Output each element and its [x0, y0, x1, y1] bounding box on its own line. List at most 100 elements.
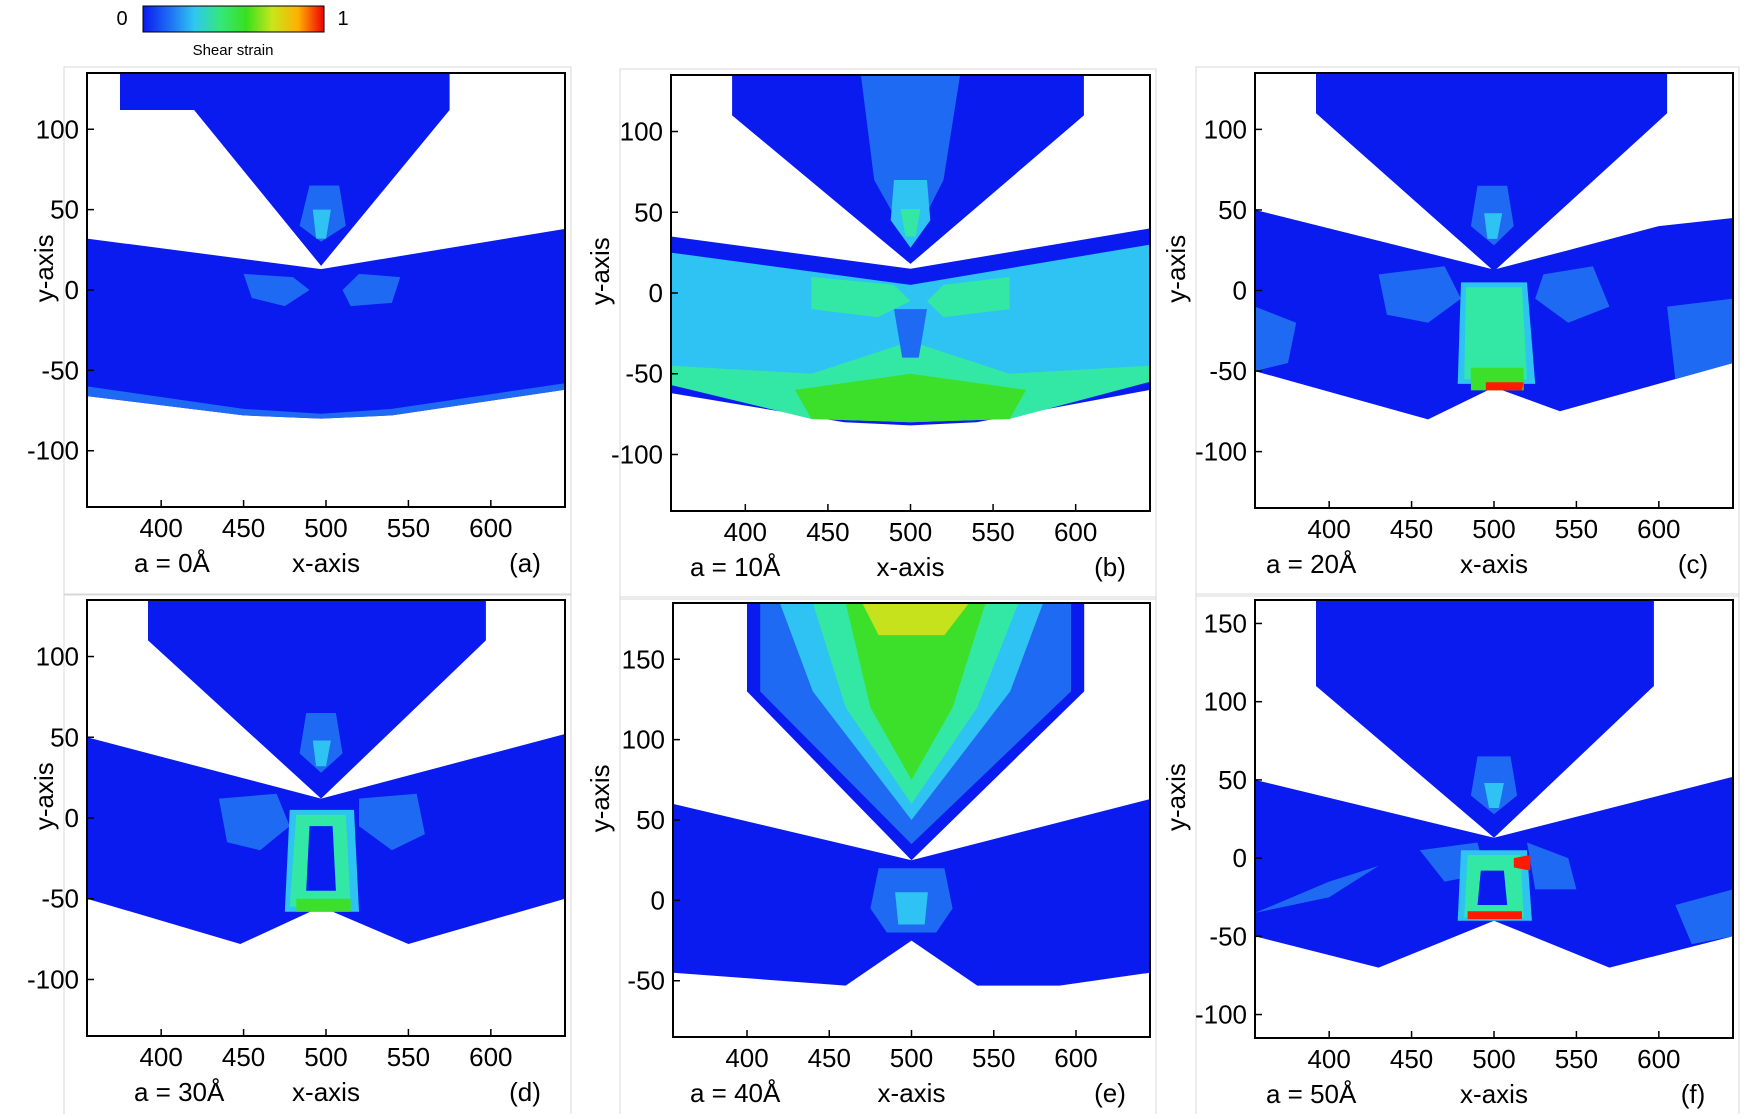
- strain-region-level-1: [243, 273, 310, 307]
- x-tick-label: 400: [724, 517, 767, 547]
- y-tick-label: 50: [1218, 765, 1247, 795]
- strain-region-level-2: [312, 740, 331, 767]
- x-tick-label: 500: [889, 517, 932, 547]
- y-tick-label: -50: [41, 355, 79, 385]
- x-axis-label: x-axis: [292, 1077, 360, 1107]
- y-tick-label: 100: [1204, 114, 1247, 144]
- panel-label: (a): [509, 548, 541, 578]
- x-tick-label: 600: [1054, 517, 1097, 547]
- y-tick-label: 100: [622, 725, 665, 755]
- panel-label: (e): [1094, 1078, 1126, 1108]
- strain-region-level-3: [900, 209, 921, 237]
- panel-outer-box: [63, 593, 572, 1119]
- y-tick-label: -50: [627, 966, 665, 996]
- y-tick-label: 150: [1204, 608, 1247, 638]
- colorbar-min-label: 0: [116, 8, 127, 30]
- x-tick-label: 450: [1390, 1044, 1433, 1074]
- y-tick-label: 100: [1204, 687, 1247, 717]
- y-axis-label: y-axis: [585, 237, 615, 305]
- crack-length-label: a = 0Å: [134, 548, 211, 578]
- strain-region-level-1: [1255, 865, 1379, 913]
- x-tick-label: 400: [1307, 1044, 1350, 1074]
- y-tick-label: 50: [50, 722, 79, 752]
- x-axis-label: x-axis: [292, 548, 360, 578]
- x-tick-label: 550: [1555, 514, 1598, 544]
- y-tick-label: -100: [1195, 437, 1247, 467]
- strain-region-level-2: [895, 892, 928, 925]
- x-axis-label: x-axis: [1460, 549, 1528, 579]
- x-tick-label: 500: [890, 1043, 933, 1073]
- y-tick-label: 100: [36, 642, 79, 672]
- strain-region-level-3: [1464, 287, 1527, 380]
- y-axis-label: y-axis: [585, 764, 615, 832]
- y-tick-label: -100: [27, 964, 79, 994]
- panel-outer-box: [619, 68, 1157, 600]
- y-tick-label: -100: [1195, 1000, 1247, 1030]
- x-tick-label: 600: [1637, 1044, 1680, 1074]
- strain-region-level-1: [1255, 306, 1297, 372]
- y-axis-label: y-axis: [1161, 235, 1191, 303]
- strain-region-level-1: [1527, 842, 1577, 890]
- y-axis-label: y-axis: [1161, 763, 1191, 831]
- x-tick-label: 400: [139, 1042, 182, 1072]
- colorbar: 0 1 Shear strain: [116, 5, 349, 59]
- panel-label: (f): [1681, 1079, 1706, 1109]
- x-tick-label: 500: [304, 513, 347, 543]
- y-tick-label: 50: [636, 805, 665, 835]
- x-tick-label: 550: [1555, 1044, 1598, 1074]
- panel-outer-box: [1195, 66, 1740, 597]
- colorbar-title: Shear strain: [193, 42, 274, 59]
- strain-region-level-1: [1535, 266, 1610, 323]
- x-tick-label: 600: [469, 1042, 512, 1072]
- x-tick-label: 400: [139, 513, 182, 543]
- x-tick-label: 400: [725, 1043, 768, 1073]
- y-tick-label: 0: [649, 278, 663, 308]
- panel-label: (d): [509, 1077, 541, 1107]
- x-tick-label: 500: [1472, 1044, 1515, 1074]
- y-tick-label: -100: [611, 439, 663, 469]
- strain-region-level-3: [811, 276, 911, 318]
- plot-area: [1255, 600, 1733, 1038]
- x-axis-label: x-axis: [878, 1078, 946, 1108]
- strain-region-level-0: [1316, 600, 1654, 838]
- strain-region-level-2: [312, 209, 331, 239]
- strain-region-level-1: [342, 273, 401, 307]
- x-tick-label: 450: [806, 517, 849, 547]
- plot-area: [671, 75, 1150, 511]
- strain-region-level-1: [87, 383, 565, 419]
- y-tick-label: 0: [651, 885, 665, 915]
- panel-outer-box: [619, 596, 1157, 1119]
- x-tick-label: 550: [971, 517, 1014, 547]
- y-tick-label: 0: [65, 803, 79, 833]
- x-tick-label: 550: [387, 1042, 430, 1072]
- strain-region-level-6: [1513, 855, 1531, 871]
- y-tick-label: 100: [620, 117, 663, 147]
- strain-region-level-6: [1467, 911, 1522, 920]
- strain-region-level-0: [120, 73, 450, 266]
- panel-outer-box: [1195, 593, 1740, 1119]
- x-tick-label: 450: [1390, 514, 1433, 544]
- x-axis-label: x-axis: [1460, 1079, 1528, 1109]
- plot-area: [87, 600, 565, 1036]
- y-tick-label: -50: [41, 884, 79, 914]
- x-tick-label: 600: [469, 513, 512, 543]
- strain-region-level-4: [794, 373, 1027, 423]
- x-tick-label: 550: [972, 1043, 1015, 1073]
- strain-region-level-0: [306, 826, 336, 891]
- strain-region-level-1: [1675, 889, 1733, 945]
- x-tick-label: 600: [1637, 514, 1680, 544]
- crack-length-label: a = 50Å: [1266, 1079, 1357, 1109]
- y-tick-label: 150: [622, 644, 665, 674]
- strain-region-level-2: [1484, 783, 1504, 808]
- plot-area: [673, 603, 1150, 1037]
- strain-region-level-6: [1485, 382, 1524, 391]
- crack-length-label: a = 30Å: [134, 1077, 225, 1107]
- x-tick-label: 450: [222, 1042, 265, 1072]
